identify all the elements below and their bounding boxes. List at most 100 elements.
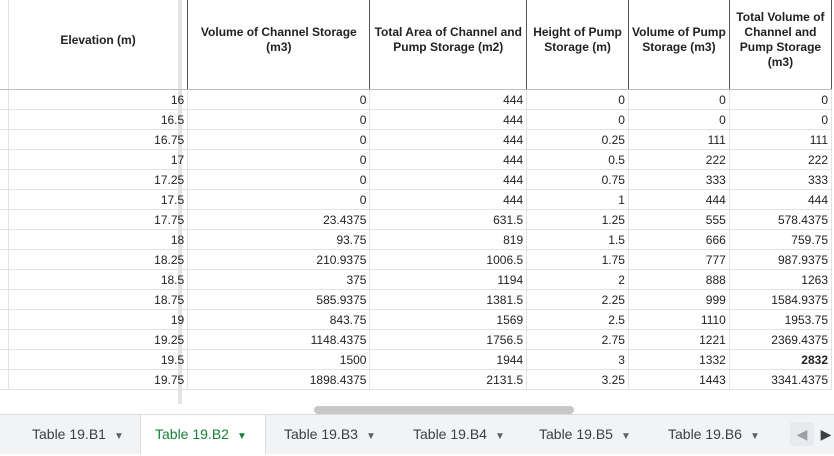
chevron-down-icon[interactable]: ▼ bbox=[113, 431, 124, 442]
cell-elevation[interactable]: 17 bbox=[7, 149, 189, 170]
cell-elevation[interactable]: 16.75 bbox=[7, 129, 189, 150]
cell-channel-volume[interactable]: 1148.4375 bbox=[187, 329, 371, 350]
cell-elevation[interactable]: 18.25 bbox=[7, 249, 189, 270]
chevron-down-icon[interactable]: ▼ bbox=[749, 431, 760, 442]
cell-total-area[interactable]: 1569 bbox=[369, 309, 528, 330]
cell-channel-volume[interactable]: 0 bbox=[187, 109, 371, 130]
cell-total-volume[interactable]: 3341.4375 bbox=[728, 369, 833, 390]
cell-total-area[interactable]: 1381.5 bbox=[369, 289, 528, 310]
cell-pump-volume[interactable]: 0 bbox=[627, 89, 730, 110]
cell-total-volume[interactable]: 1953.75 bbox=[728, 309, 833, 330]
tab-table-19-b4[interactable]: Table 19.B4 ▼ bbox=[399, 415, 525, 454]
cell-total-volume[interactable]: 0 bbox=[728, 109, 833, 130]
cell-elevation[interactable]: 17.75 bbox=[7, 209, 189, 230]
cell-total-area[interactable]: 444 bbox=[369, 169, 528, 190]
cell-elevation[interactable]: 19.25 bbox=[7, 329, 189, 350]
cell-elevation[interactable]: 18.5 bbox=[7, 269, 189, 290]
cell-total-area[interactable]: 444 bbox=[369, 149, 528, 170]
cell-total-volume[interactable]: 1584.9375 bbox=[728, 289, 833, 310]
cell-pump-volume[interactable]: 444 bbox=[627, 189, 730, 210]
cell-pump-height[interactable]: 0.25 bbox=[526, 129, 629, 150]
cell-channel-volume[interactable]: 1898.4375 bbox=[187, 369, 371, 390]
cell-total-volume[interactable]: 0 bbox=[728, 89, 833, 110]
cell-pump-volume[interactable]: 1332 bbox=[627, 349, 730, 370]
spreadsheet-grid[interactable]: Elevation (m) Volume of Channel Storage … bbox=[0, 0, 834, 404]
tab-table-19-b2[interactable]: Table 19.B2 ▼ bbox=[140, 415, 266, 454]
cell-pump-height[interactable]: 1.25 bbox=[526, 209, 629, 230]
cell-channel-volume[interactable]: 1500 bbox=[187, 349, 371, 370]
cell-total-area[interactable]: 444 bbox=[369, 129, 528, 150]
cell-elevation[interactable]: 19 bbox=[7, 309, 189, 330]
cell-channel-volume[interactable]: 210.9375 bbox=[187, 249, 371, 270]
cell-total-volume[interactable]: 222 bbox=[728, 149, 833, 170]
cell-total-volume[interactable]: 333 bbox=[728, 169, 833, 190]
cell-total-volume[interactable]: 1263 bbox=[728, 269, 833, 290]
cell-elevation[interactable]: 18 bbox=[7, 229, 189, 250]
cell-channel-volume[interactable]: 0 bbox=[187, 89, 371, 110]
chevron-down-icon[interactable]: ▼ bbox=[236, 431, 247, 442]
cell-elevation[interactable]: 18.75 bbox=[7, 289, 189, 310]
cell-pump-height[interactable]: 3.25 bbox=[526, 369, 629, 390]
cell-elevation[interactable]: 17.25 bbox=[7, 169, 189, 190]
cell-pump-volume[interactable]: 555 bbox=[627, 209, 730, 230]
cell-pump-height[interactable]: 2.75 bbox=[526, 329, 629, 350]
cell-elevation[interactable]: 19.5 bbox=[7, 349, 189, 370]
header-elevation[interactable]: Elevation (m) bbox=[7, 0, 189, 90]
cell-pump-volume[interactable]: 666 bbox=[627, 229, 730, 250]
cell-channel-volume[interactable]: 0 bbox=[187, 149, 371, 170]
cell-total-area[interactable]: 2131.5 bbox=[369, 369, 528, 390]
chevron-down-icon[interactable]: ▼ bbox=[365, 431, 376, 442]
cell-pump-height[interactable]: 1.5 bbox=[526, 229, 629, 250]
cell-total-area[interactable]: 819 bbox=[369, 229, 528, 250]
cell-elevation[interactable]: 16 bbox=[7, 89, 189, 110]
header-channel-volume[interactable]: Volume of Channel Storage (m3) bbox=[187, 0, 371, 90]
cell-channel-volume[interactable]: 23.4375 bbox=[187, 209, 371, 230]
cell-pump-volume[interactable]: 111 bbox=[627, 129, 730, 150]
cell-pump-height[interactable]: 1.75 bbox=[526, 249, 629, 270]
cell-total-area[interactable]: 1944 bbox=[369, 349, 528, 370]
cell-total-area[interactable]: 631.5 bbox=[369, 209, 528, 230]
cell-pump-volume[interactable]: 1110 bbox=[627, 309, 730, 330]
cell-total-volume[interactable]: 987.9375 bbox=[728, 249, 833, 270]
cell-pump-height[interactable]: 0 bbox=[526, 109, 629, 130]
cell-pump-height[interactable]: 0.5 bbox=[526, 149, 629, 170]
cell-channel-volume[interactable]: 375 bbox=[187, 269, 371, 290]
cell-total-volume[interactable]: 578.4375 bbox=[728, 209, 833, 230]
tab-table-19-b6[interactable]: Table 19.B6 ▼ bbox=[654, 415, 780, 454]
cell-channel-volume[interactable]: 0 bbox=[187, 189, 371, 210]
cell-elevation[interactable]: 19.75 bbox=[7, 369, 189, 390]
chevron-down-icon[interactable]: ▼ bbox=[494, 431, 505, 442]
cell-elevation[interactable]: 16.5 bbox=[7, 109, 189, 130]
header-total-area[interactable]: Total Area of Channel and Pump Storage (… bbox=[369, 0, 528, 90]
cell-pump-height[interactable]: 2.5 bbox=[526, 309, 629, 330]
cell-total-area[interactable]: 444 bbox=[369, 109, 528, 130]
chevron-left-icon[interactable]: ◀ bbox=[790, 422, 814, 446]
cell-elevation[interactable]: 17.5 bbox=[7, 189, 189, 210]
cell-pump-volume[interactable]: 999 bbox=[627, 289, 730, 310]
cell-pump-height[interactable]: 0 bbox=[526, 89, 629, 110]
cell-pump-height[interactable]: 1 bbox=[526, 189, 629, 210]
cell-total-volume[interactable]: 444 bbox=[728, 189, 833, 210]
cell-pump-volume[interactable]: 888 bbox=[627, 269, 730, 290]
cell-channel-volume[interactable]: 585.9375 bbox=[187, 289, 371, 310]
cell-pump-volume[interactable]: 222 bbox=[627, 149, 730, 170]
chevron-down-icon[interactable]: ▼ bbox=[620, 431, 631, 442]
header-pump-height[interactable]: Height of Pump Storage (m) bbox=[526, 0, 629, 90]
cell-total-area[interactable]: 1194 bbox=[369, 269, 528, 290]
cell-channel-volume[interactable]: 0 bbox=[187, 129, 371, 150]
cell-pump-volume[interactable]: 1221 bbox=[627, 329, 730, 350]
cell-channel-volume[interactable]: 843.75 bbox=[187, 309, 371, 330]
chevron-right-icon[interactable]: ▶ bbox=[820, 426, 832, 442]
horizontal-scrollbar[interactable] bbox=[0, 404, 834, 414]
tab-table-19-b1[interactable]: Table 19.B1 ▼ bbox=[18, 415, 140, 454]
cell-pump-height[interactable]: 0.75 bbox=[526, 169, 629, 190]
cell-total-volume[interactable]: 111 bbox=[728, 129, 833, 150]
header-pump-volume[interactable]: Volume of Pump Storage (m3) bbox=[627, 0, 730, 90]
cell-total-volume[interactable]: 2832 bbox=[728, 349, 833, 370]
cell-channel-volume[interactable]: 0 bbox=[187, 169, 371, 190]
tab-table-19-b3[interactable]: Table 19.B3 ▼ bbox=[270, 415, 396, 454]
cell-total-area[interactable]: 1756.5 bbox=[369, 329, 528, 350]
cell-pump-volume[interactable]: 1443 bbox=[627, 369, 730, 390]
cell-pump-volume[interactable]: 777 bbox=[627, 249, 730, 270]
cell-total-area[interactable]: 444 bbox=[369, 189, 528, 210]
